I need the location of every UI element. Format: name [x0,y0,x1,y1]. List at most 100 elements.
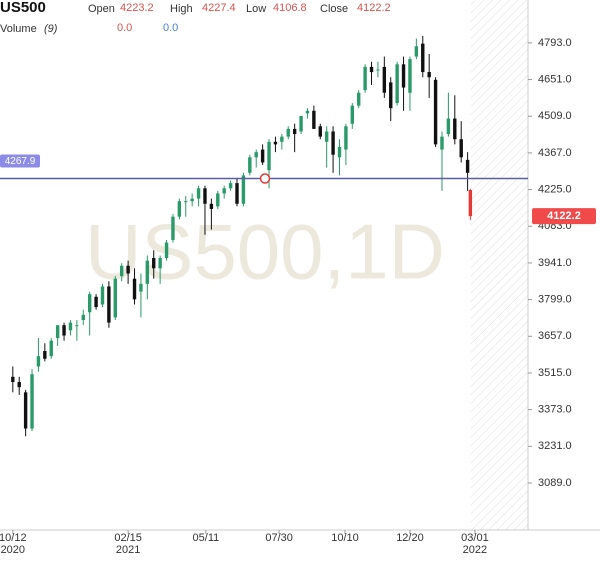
level-label: 4267.9 [5,156,36,167]
candle-body [87,294,92,313]
candle-body [459,139,463,158]
candle-body [17,382,21,388]
candle-body [171,216,175,240]
candle-body [120,265,124,277]
y-tick-label: 4225.0 [538,183,572,195]
y-tick-label: 4651.0 [538,73,572,85]
candle-body [344,126,348,150]
candle-body [203,188,207,204]
candle-body [158,258,162,269]
candle-body [414,46,419,57]
x-tick-label: 10/12 [0,532,27,544]
candle-body [132,278,137,300]
year-label: 2021 [116,544,140,556]
level-handle [259,173,271,184]
volume-value: 0.0 [163,22,178,34]
candle-body [113,278,117,318]
ohlc-label: Open [88,3,115,15]
candle-body [11,376,15,383]
candle-body [305,110,310,114]
ohlc-value: 4122.2 [357,2,391,14]
candle-body [139,283,143,292]
candle-body [216,193,220,207]
candle-body [421,43,425,73]
candle-body [468,190,473,217]
candle-body [318,126,322,137]
y-tick-label: 3373.0 [538,404,572,416]
candle-body [164,242,169,259]
candle-body [446,118,451,135]
candle-body [433,79,438,145]
candle-body [260,149,265,163]
volume-period: (9) [44,23,58,35]
candle-body [280,136,284,142]
candle-body [292,128,297,135]
candle-body [49,340,53,357]
candle-body [81,314,85,321]
candle-body [376,69,380,71]
candle-body [62,325,66,336]
y-tick-label: 3941.0 [538,257,572,269]
x-tick-label: 10/10 [331,532,359,544]
candle-body [465,159,470,173]
candle-body [369,66,374,73]
y-tick-label: 3231.0 [538,440,572,452]
candle-body [196,188,201,199]
ohlc-label: High [170,3,193,15]
y-tick-label: 3515.0 [538,367,572,379]
x-tick-label: 02/15 [114,532,142,544]
candle-body [254,152,258,158]
candle-body [389,82,393,109]
candle-body [126,265,130,274]
candle-body [145,260,150,284]
candle-body [363,66,367,91]
y-tick-label: 4367.0 [538,147,572,159]
last-price: 4122.2 [547,210,581,222]
year-label: 2022 [463,544,487,556]
candle-body [286,128,290,137]
candle-body [312,110,316,129]
candle-body [100,286,105,305]
candle-body [382,66,387,93]
candle-body [228,183,233,189]
candle-body [68,322,73,331]
candle-body [350,105,355,124]
ohlc-value: 4106.8 [273,2,307,14]
ohlc-label: Low [246,3,266,15]
candle-body [248,157,252,173]
ohlc-value: 4227.4 [202,2,236,14]
x-tick-label: 07/30 [265,532,293,544]
watermark: US500,1D [85,208,445,296]
candle-body [94,296,98,308]
future-area [471,0,528,530]
y-tick-label: 3799.0 [538,294,572,306]
candle-body [209,203,214,209]
year-label: 2020 [1,544,25,556]
y-tick-label: 3089.0 [538,477,572,489]
candle-body [337,146,342,158]
y-tick-label: 3657.0 [538,330,572,342]
x-tick-label: 12/20 [396,532,424,544]
level-label-box [0,154,40,168]
candle-body [190,198,194,202]
candle-body [241,175,246,204]
y-tick-label: 4509.0 [538,110,572,122]
candle-body [395,64,399,104]
candle-body [36,356,41,367]
volume-value: 0.0 [117,22,132,34]
candle-body [55,325,60,339]
symbol: US500 [0,0,46,16]
candle-body [331,131,335,155]
candle-body [23,392,28,429]
candle-body [30,374,34,429]
candle-body [324,131,329,142]
candle-body [43,351,47,359]
candle-body [75,325,79,327]
candle-body [427,72,431,78]
candle-body [401,64,406,88]
ohlc-label: Close [320,3,348,15]
candle-body [107,286,111,323]
candle-body [408,59,412,93]
candle-body [222,188,226,194]
